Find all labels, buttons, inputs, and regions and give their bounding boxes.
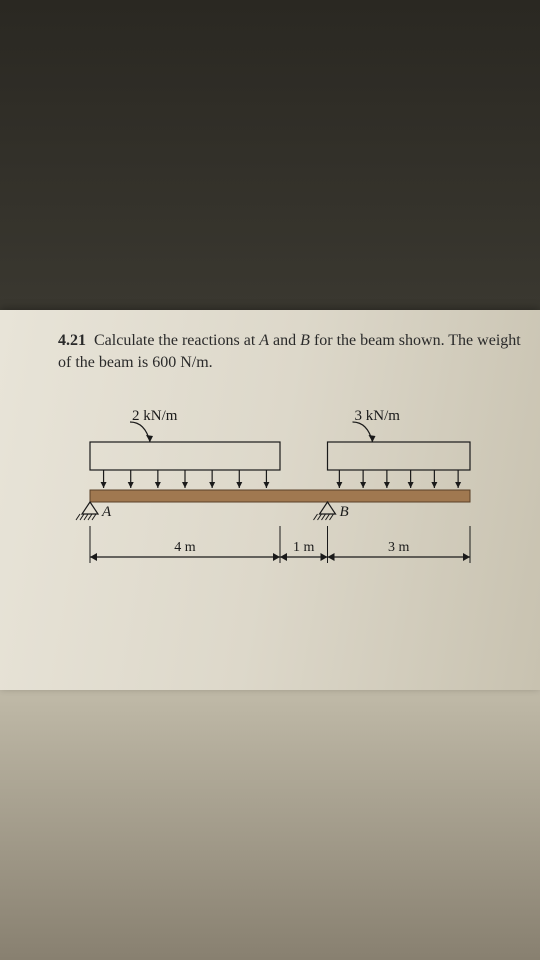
svg-text:3 kN/m: 3 kN/m [355, 408, 401, 424]
svg-text:3 m: 3 m [388, 540, 410, 555]
background-top [0, 0, 540, 310]
problem-text-2: and [269, 332, 300, 349]
problem-number: 4.21 [58, 332, 86, 349]
beam-diagram: 2 kN/m 3 kN/m A B 4 m 1 m 3 m [70, 400, 490, 600]
problem-statement: 4.21Calculate the reactions at A and B f… [58, 330, 522, 375]
svg-text:4 m: 4 m [174, 540, 196, 555]
beam-figure: 2 kN/m 3 kN/m A B 4 m 1 m 3 m [70, 400, 490, 600]
textbook-page: 4.21Calculate the reactions at A and B f… [0, 310, 540, 690]
background-bottom [0, 690, 540, 960]
svg-text:1 m: 1 m [293, 540, 315, 555]
svg-text:B: B [340, 504, 349, 520]
problem-letter-a: A [259, 332, 269, 349]
svg-text:A: A [101, 504, 112, 520]
problem-letter-b: B [300, 332, 310, 349]
problem-text-1: Calculate the reactions at [94, 332, 259, 349]
svg-text:2 kN/m: 2 kN/m [132, 408, 178, 424]
